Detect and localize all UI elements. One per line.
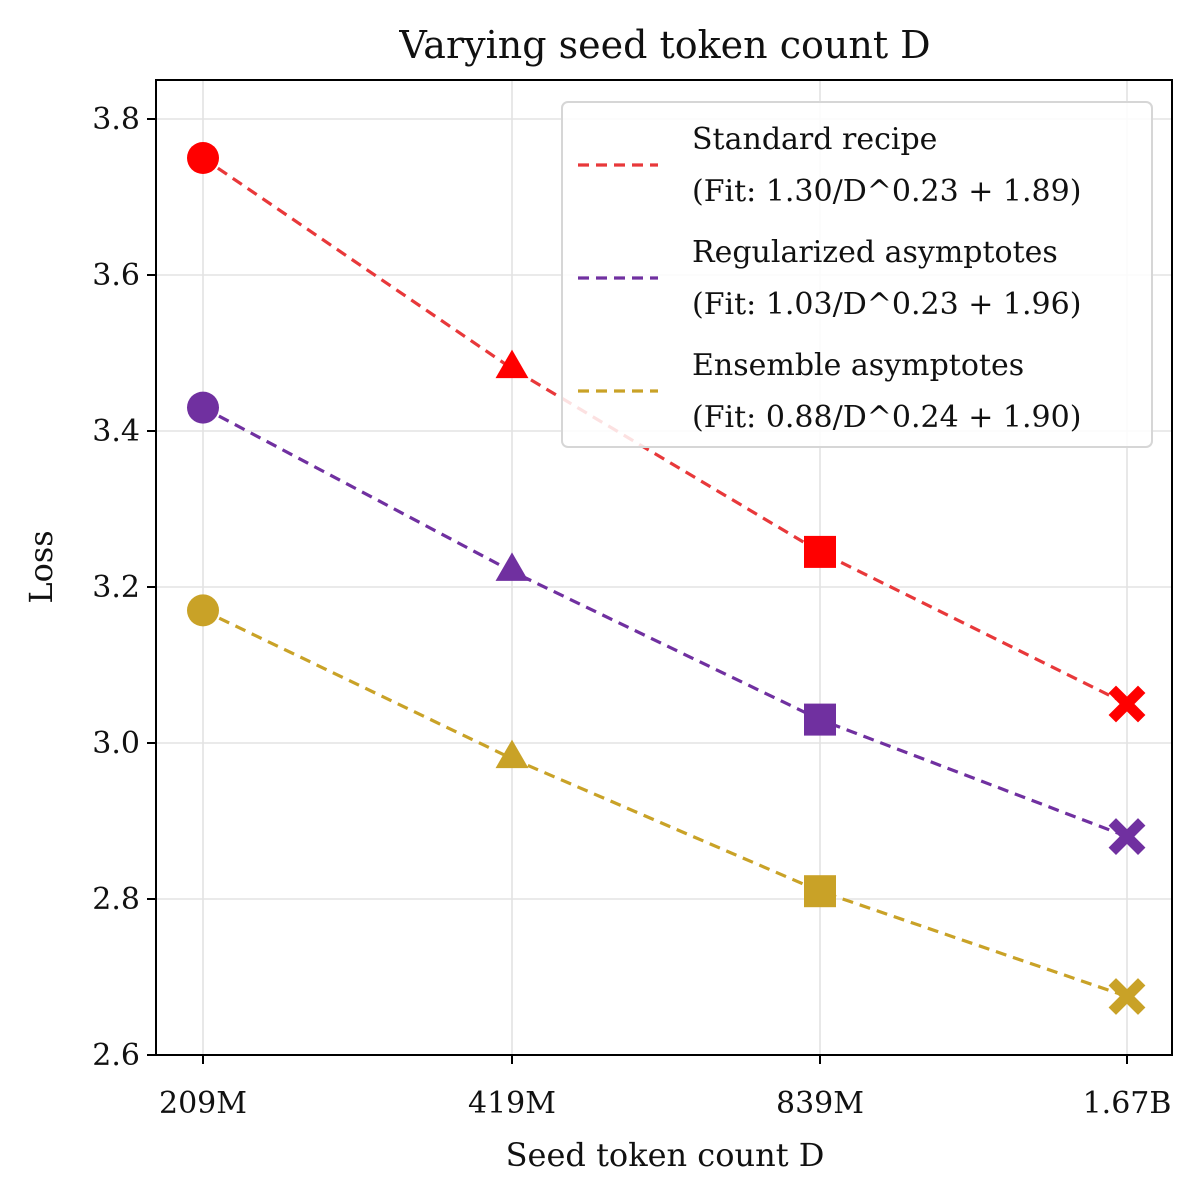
x-axis-label: Seed token count D [506,1136,825,1174]
legend-box [561,101,1153,448]
y-tick-label: 3.4 [92,414,140,449]
x-tick-label: 209M [159,1086,247,1121]
series-2-marker-square [804,703,836,736]
legend-series-fit: (Fit: 1.30/D^0.23 + 1.89) [692,174,1081,209]
series-1-marker-circle [187,142,219,174]
y-axis-label: Loss [22,530,60,603]
y-tick-label: 2.6 [92,1038,140,1073]
series-1-marker-triangle [495,349,529,379]
series-3-marker-square [804,875,836,908]
series-1-marker-square [804,535,836,568]
legend-series-fit: (Fit: 1.03/D^0.23 + 1.96) [692,287,1081,322]
series-3-marker-x [1108,978,1146,1015]
series-3-marker-circle [187,594,219,627]
y-tick-label: 3.0 [92,726,140,761]
series-2-marker-triangle [495,552,529,581]
plot-area-frame [155,79,1173,1056]
series-2-marker-x [1108,818,1146,856]
y-tick-label: 3.2 [92,570,140,605]
y-tick-label: 3.8 [92,102,140,137]
chart-title: Varying seed token count D [398,23,930,67]
axis-ticks: 2.6 2.8 3.0 3.2 3.4 3.6 3.8 209M 419M 839M 1.67B [92,102,1171,1121]
legend-series-name: Standard recipe [692,122,937,157]
series-line-2 [202,406,1128,839]
legend-series-name: Ensemble asymptotes [692,348,1024,383]
series-3-marker-triangle [495,739,529,769]
series-2-marker-circle [187,391,219,424]
legend-series-fit: (Fit: 0.88/D^0.24 + 1.90) [692,400,1081,435]
x-tick-label: 1.67B [1083,1086,1172,1121]
legend: Standard recipe (Fit: 1.30/D^0.23 + 1.89)… [561,101,1153,448]
series-1-marker-x [1108,685,1146,723]
data-markers [187,142,1146,1015]
x-tick-label: 839M [776,1086,864,1121]
series-line-3 [202,608,1128,999]
y-tick-label: 3.6 [92,258,140,293]
x-tick-label: 419M [468,1086,556,1121]
series-lines [202,156,1128,999]
y-tick-label: 2.8 [92,882,140,917]
series-line-1 [202,156,1128,706]
legend-series-name: Regularized asymptotes [692,235,1058,270]
